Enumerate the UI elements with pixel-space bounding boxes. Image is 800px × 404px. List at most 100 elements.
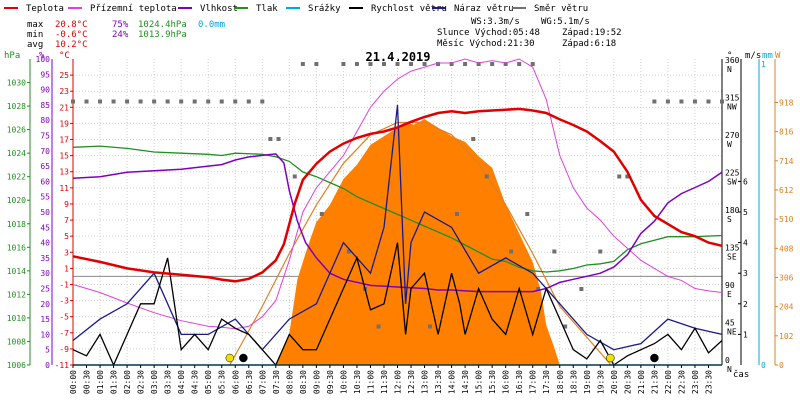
wind-tick-label: 4 xyxy=(743,239,748,248)
pressure-tick-label: 1014 xyxy=(7,267,26,276)
x-tick-label: 04:30 xyxy=(191,370,200,394)
direction-tick-dir: N xyxy=(727,365,732,374)
temperature-tick-label: 17 xyxy=(59,136,69,145)
x-tick-label: 00:00 xyxy=(69,370,78,394)
wind-direction-point xyxy=(125,99,130,104)
wind-direction-point xyxy=(292,174,297,179)
sunset-marker xyxy=(606,353,615,363)
wind-tick-label: 1 xyxy=(743,330,748,339)
x-tick-label: 01:00 xyxy=(96,370,105,394)
x-tick-label: 15:30 xyxy=(488,370,497,394)
x-tick-label: 05:30 xyxy=(218,370,227,394)
pressure-tick-label: 1008 xyxy=(7,337,26,346)
wind-direction-point xyxy=(503,62,508,66)
humidity-tick-label: 30 xyxy=(40,269,50,278)
humidity-tick-label: 55 xyxy=(40,193,50,202)
legend: Teplota Přízemní teplota Vlhkost Tlak Srážky… xyxy=(4,4,588,14)
x-tick-label: 11:30 xyxy=(380,370,389,394)
direction-tick-dir: SE xyxy=(727,253,737,262)
wind-direction-point xyxy=(98,99,103,104)
temperature-tick-label: 13 xyxy=(59,168,69,177)
pressure-tick-label: 1018 xyxy=(7,220,26,229)
pressure-tick-label: 1026 xyxy=(7,126,26,135)
humidity-tick-label: 50 xyxy=(40,208,50,217)
chart-title: 21.4.2019 xyxy=(365,50,430,64)
x-tick-label: 02:30 xyxy=(137,370,146,394)
rain-unit-label: mm xyxy=(762,51,773,61)
x-tick-label: 17:00 xyxy=(529,370,538,394)
stats-min-press: 1013.9hPa xyxy=(138,30,187,40)
wind-direction-point xyxy=(409,62,414,66)
wind-direction-point xyxy=(341,62,346,66)
astro-moon-set: Západ:6:18 xyxy=(562,39,616,49)
wind-direction-point xyxy=(268,137,273,141)
astro-sun-set: Západ:19:52 xyxy=(562,28,622,38)
solar-tick-label: 816 xyxy=(779,128,794,137)
x-tick-label: 15:00 xyxy=(475,370,484,394)
humidity-tick-label: 75 xyxy=(40,132,50,141)
moonset-marker xyxy=(239,353,248,363)
x-tick-label: 08:30 xyxy=(299,370,308,394)
legend-label-1: Přízemní teplota xyxy=(90,4,177,14)
x-tick-label: 20:30 xyxy=(623,370,632,394)
wind-direction-point xyxy=(219,99,224,104)
direction-tick-dir: NE xyxy=(727,328,737,337)
axis-units: hPa % °C ° m/s mm W xyxy=(4,51,781,61)
wind-tick-label: 6 xyxy=(743,177,748,186)
wind-direction-point xyxy=(427,324,432,329)
wind-direction-point xyxy=(625,174,630,179)
direction-tick-label: 0 xyxy=(725,356,730,365)
direction-unit-label: ° xyxy=(727,51,732,61)
x-tick-label: 09:30 xyxy=(326,370,335,394)
temperature-tick-label: -11 xyxy=(55,361,70,370)
wind-direction-point xyxy=(84,99,89,104)
wind-direction-point xyxy=(471,137,476,141)
wind-direction-point xyxy=(525,212,530,216)
x-tick-label: 02:00 xyxy=(123,370,132,394)
rain-tick-label: 1 xyxy=(761,60,766,69)
temperature-tick-label: 7 xyxy=(64,216,69,225)
wind-direction-point xyxy=(476,62,481,66)
humidity-tick-label: 35 xyxy=(40,254,50,263)
plot-area xyxy=(71,58,724,367)
x-tick-label: 01:30 xyxy=(110,370,119,394)
direction-tick-label: 180 xyxy=(725,206,740,215)
x-tick-label: 06:00 xyxy=(231,370,240,394)
temperature-tick-label: 21 xyxy=(59,103,69,112)
direction-tick-label: 225 xyxy=(725,169,740,178)
temperature-tick-label: -7 xyxy=(59,329,69,338)
astro-ws: WS:3.3m/s xyxy=(471,17,520,27)
wind-tick-label: 3 xyxy=(743,269,748,278)
wind-direction-point xyxy=(720,99,724,104)
x-tick-label: 03:30 xyxy=(164,370,173,394)
wind-direction-point xyxy=(165,99,170,104)
series-pressure-line xyxy=(72,145,723,273)
wind-direction-point xyxy=(652,99,657,104)
wind-tick-label: 2 xyxy=(743,300,748,309)
rain-tick-label: 0 xyxy=(761,361,766,370)
pressure-tick-label: 1028 xyxy=(7,102,26,111)
series-ground-temp-line xyxy=(72,58,723,330)
wind-direction-point xyxy=(233,99,238,104)
x-tick-label: 04:00 xyxy=(177,370,186,394)
x-tick-label: 14:00 xyxy=(448,370,457,394)
x-tick-label: 16:00 xyxy=(502,370,511,394)
humidity-unit-label: % xyxy=(39,51,45,61)
astro-wg: WG:5.1m/s xyxy=(541,17,590,27)
solar-unit-label: W xyxy=(775,51,781,61)
x-tick-label: 23:30 xyxy=(704,370,713,394)
wind-direction-point xyxy=(376,324,381,329)
stats-max-temp: 20.8°C xyxy=(55,20,88,30)
solar-tick-label: 918 xyxy=(779,98,794,107)
humidity-tick-label: 70 xyxy=(40,147,50,156)
humidity-tick-label: 5 xyxy=(45,346,50,355)
wind-direction-point xyxy=(530,62,535,66)
pressure-tick-label: 1022 xyxy=(7,173,26,182)
wind-direction-point xyxy=(300,62,305,66)
humidity-tick-label: 90 xyxy=(40,86,50,95)
solar-tick-label: 612 xyxy=(779,186,794,195)
wind-direction-point xyxy=(152,99,157,104)
astro-panel: WS:3.3m/s WG:5.1m/s Slunce Východ:05:48 … xyxy=(437,17,622,49)
wind-direction-point xyxy=(260,99,265,104)
